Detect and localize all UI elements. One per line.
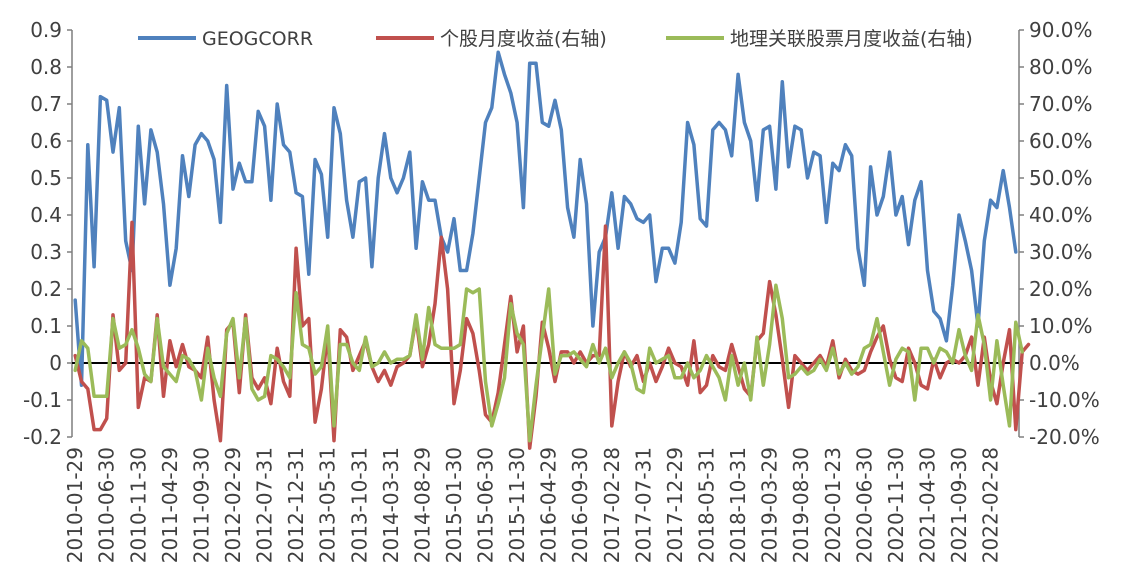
x-axis-tick-label: 2018-05-31 [695, 447, 719, 563]
x-axis-tick-label: 2015-01-30 [442, 447, 466, 563]
x-axis-tick-label: 2019-08-30 [789, 447, 813, 563]
x-axis-tick-label: 2016-04-29 [537, 447, 561, 563]
left-axis-tick-label: 0.3 [30, 240, 62, 264]
series-line-linked-return [73, 283, 1024, 443]
x-axis-tick-label: 2011-04-29 [158, 447, 182, 563]
left-axis-tick-label: 0.4 [30, 203, 62, 227]
chart-legend: GEOGCORR 个股月度收益(右轴) 地理关联股票月度收益(右轴) [138, 28, 973, 50]
left-axis-tick-label: 0.5 [30, 166, 62, 190]
legend-entry: 个股月度收益(右轴) [376, 28, 607, 50]
x-axis-tick-label: 2014-03-31 [379, 447, 403, 563]
right-axis-tick-label: -20.0% [1029, 425, 1100, 449]
left-axis-tick-label: 0.6 [30, 129, 62, 153]
right-axis-tick-label: 80.0% [1029, 55, 1093, 79]
right-axis-tick-label: 60.0% [1029, 129, 1093, 153]
x-axis-tick-label: 2020-11-30 [884, 447, 908, 563]
x-axis-tick-label: 2012-02-29 [221, 447, 245, 563]
x-axis-tick-label: 2018-10-31 [726, 447, 750, 563]
legend-entry: GEOGCORR [138, 28, 313, 50]
legend-label: 个股月度收益(右轴) [440, 28, 607, 50]
legend-label: GEOGCORR [202, 28, 313, 50]
x-axis-tick-label: 2022-02-28 [979, 447, 1003, 563]
x-axis-tick-label: 2015-06-30 [474, 447, 498, 563]
series-layer [73, 50, 1031, 450]
right-axis-tick-label: 70.0% [1029, 92, 1093, 116]
right-axis-tick-label: 0.0% [1029, 351, 1080, 375]
legend-label: 地理关联股票月度收益(右轴) [730, 28, 973, 50]
x-axis-tick-label: 2021-09-30 [947, 447, 971, 563]
left-axis-tick-label: 0.8 [30, 55, 62, 79]
right-axis-tick-label: 50.0% [1029, 166, 1093, 190]
left-axis-tick-label: 0.1 [30, 314, 62, 338]
x-axis-tick-label: 2013-05-31 [316, 447, 340, 563]
x-axis-tick-label: 2012-12-31 [284, 447, 308, 563]
right-axis-tick-label: 40.0% [1029, 203, 1093, 227]
right-axis-tick-label: 90.0% [1029, 18, 1093, 42]
x-axis-tick-label: 2017-02-28 [600, 447, 624, 563]
x-axis-tick-label: 2020-01-23 [821, 447, 845, 563]
right-axis-tick-label: 10.0% [1029, 314, 1093, 338]
axes-layer: 0.9 0.8 0.7 0.6 0.5 0.4 0.3 0.2 0.1 0 -0.1 -0.2 90.0… [23, 18, 1100, 563]
series-line-geogcorr [73, 50, 1018, 387]
x-axis-tick-label: 2013-10-31 [347, 447, 371, 563]
x-axis-tick-label: 2021-04-30 [916, 447, 940, 563]
x-axis-tick-label: 2020-06-30 [852, 447, 876, 563]
x-axis-tick-label: 2019-03-29 [758, 447, 782, 563]
x-axis-tick-label: 2010-11-30 [126, 447, 150, 563]
right-axis-tick-label: 20.0% [1029, 277, 1093, 301]
left-axis-tick-label: -0.1 [23, 388, 62, 412]
x-axis-tick-label: 2017-07-31 [631, 447, 655, 563]
left-axis-tick-label: 0 [49, 351, 62, 375]
x-axis-tick-label: 2010-06-30 [95, 447, 119, 563]
right-axis-tick-label: -10.0% [1029, 388, 1100, 412]
x-axis-tick-label: 2011-09-30 [189, 447, 213, 563]
left-axis-tick-label: 0.9 [30, 18, 62, 42]
x-axis-tick-label: 2016-09-30 [568, 447, 592, 563]
legend-entry: 地理关联股票月度收益(右轴) [666, 28, 973, 50]
x-axis-tick-label: 2015-11-30 [505, 447, 529, 563]
right-axis-tick-label: 30.0% [1029, 240, 1093, 264]
x-axis-tick-label: 2014-08-29 [410, 447, 434, 563]
left-axis-tick-label: 0.2 [30, 277, 62, 301]
x-axis-tick-label: 2012-07-31 [253, 447, 277, 563]
x-axis-tick-label: 2017-12-29 [663, 447, 687, 563]
x-axis-tick-label: 2010-01-29 [63, 447, 87, 563]
left-axis-tick-label: 0.7 [30, 92, 62, 116]
left-axis-tick-label: -0.2 [23, 425, 62, 449]
